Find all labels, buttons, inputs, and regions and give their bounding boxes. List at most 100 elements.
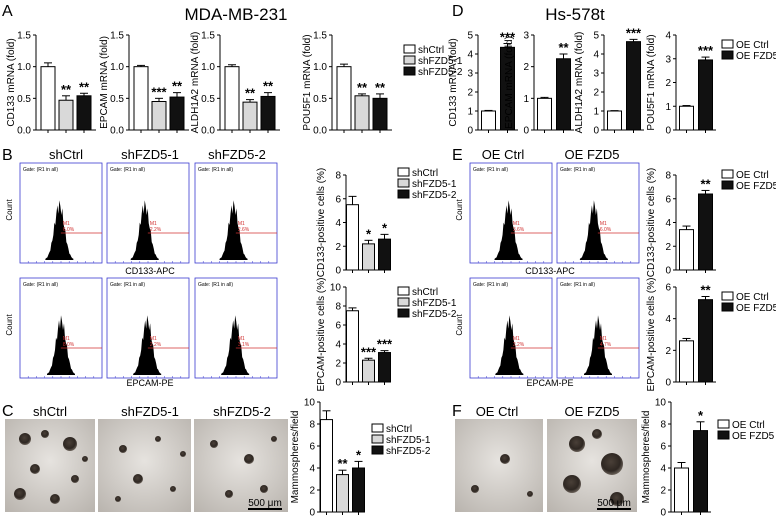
bar-chart-E2: 0 2 4 6 EPCAM-positive cells (%) ** OE CtrlOE … bbox=[646, 278, 776, 392]
y-tick-label-A4: 0.5 bbox=[313, 94, 327, 105]
flow-marker-label: M1 bbox=[600, 336, 607, 342]
flow-marker-label: M1 bbox=[63, 336, 70, 342]
flow-B-bottom-1: Gate: (R1 in all) M18.0% bbox=[19, 277, 103, 379]
scale-bar-label: 500 μm bbox=[597, 498, 631, 509]
y-tick-label-E1: 2 bbox=[665, 242, 671, 253]
y-axis-label-A1: CD133 mRNA (fold) bbox=[6, 38, 17, 126]
flow-marker-label: M1 bbox=[600, 221, 607, 227]
panel-title-D: Hs-578t bbox=[545, 5, 605, 24]
bar-A1-1 bbox=[40, 66, 56, 131]
y-tick-label-D1: 1 bbox=[467, 107, 473, 118]
y-tick-label-F1: 10 bbox=[655, 398, 667, 409]
significance-D3-2: *** bbox=[626, 25, 642, 40]
flow-B-top-2: Gate: (R1 in all) M12.2% bbox=[106, 162, 190, 264]
mammosphere bbox=[244, 454, 254, 464]
y-tick-label-D2: 2 bbox=[523, 62, 529, 73]
y-tick-label-D3: 5 bbox=[593, 31, 599, 42]
y-axis-label-E2: EPCAM-positive cells (%) bbox=[646, 278, 657, 392]
bar-A1-3 bbox=[76, 95, 92, 131]
flow-histogram bbox=[219, 200, 248, 260]
flow-E-top-1: Gate: (R1 in all) M13.6% bbox=[469, 162, 553, 264]
legend-swatch-E2-1 bbox=[721, 291, 734, 301]
y-tick-label-A1: 0.0 bbox=[17, 126, 31, 137]
bar-A4-3 bbox=[372, 97, 388, 131]
flow-E-bottom-2: Gate: (R1 in all) M14.7% bbox=[556, 277, 640, 379]
mammosphere bbox=[592, 429, 602, 439]
y-axis-label-A3: ALDH1A2 mRNA (fold) bbox=[190, 32, 201, 134]
flow-gate-text: Gate: (R1 in all) bbox=[23, 167, 58, 173]
flow-percent-label: 3.6% bbox=[513, 227, 525, 233]
significance-F1-2: * bbox=[698, 408, 704, 423]
y-tick-label-D4: 3 bbox=[665, 54, 671, 65]
panel-title-A: MDA-MB-231 bbox=[185, 5, 288, 24]
legend-label-D4-1: OE Ctrl bbox=[736, 40, 769, 51]
mammosphere bbox=[82, 456, 88, 462]
panel-letter-D: D bbox=[452, 3, 464, 20]
y-tick-label-B2: 10 bbox=[330, 283, 342, 294]
flow-histogram bbox=[47, 315, 75, 375]
y-tick-label-A1: 1.0 bbox=[17, 62, 31, 73]
y-axis-label-C1: Mammospheres/field bbox=[290, 411, 301, 504]
flow-marker-label: M1 bbox=[150, 221, 157, 227]
mammosphere bbox=[500, 454, 510, 464]
bar-B1-1 bbox=[346, 204, 359, 271]
y-tick-label-D1: 5 bbox=[467, 31, 473, 42]
y-tick-label-D2: 3 bbox=[523, 31, 529, 42]
flow-xlabel-B-bottom: EPCAM-PE bbox=[126, 378, 173, 388]
legend-swatch-E1-1 bbox=[721, 169, 734, 179]
y-tick-label-E2: 0 bbox=[665, 378, 671, 389]
micrographs: 500 μm 500 μm bbox=[5, 419, 637, 512]
bar-B1-2 bbox=[362, 243, 375, 271]
y-tick-label-D1: 4 bbox=[467, 50, 473, 61]
bar-E1-2 bbox=[698, 193, 713, 271]
y-tick-label-B1: 0 bbox=[335, 266, 341, 277]
legend-swatch-B1-2 bbox=[397, 178, 410, 188]
panel-letter-B: B bbox=[2, 147, 13, 164]
flow-gate-text: Gate: (R1 in all) bbox=[110, 167, 145, 173]
y-tick-label-B1: 4 bbox=[335, 218, 341, 229]
legend-swatch-A4-1 bbox=[403, 44, 416, 54]
bar-D3-2 bbox=[626, 41, 641, 131]
flow-histogram bbox=[495, 315, 524, 375]
flow-percent-label: 2.6% bbox=[238, 227, 250, 233]
y-axis-label-D4: POU5F1 mRNA (fold) bbox=[646, 34, 657, 130]
micrograph-background bbox=[455, 419, 543, 512]
y-tick-label-D1: 0 bbox=[467, 126, 473, 137]
mammosphere bbox=[601, 453, 623, 475]
flow-histogram bbox=[494, 200, 523, 260]
legend-swatch-D4-2 bbox=[721, 50, 734, 60]
y-tick-label-C1: 2 bbox=[309, 486, 315, 497]
image-header-F-1: OE Ctrl bbox=[476, 404, 519, 419]
y-tick-label-D3: 2 bbox=[593, 88, 599, 99]
bar-E1-1 bbox=[679, 229, 694, 271]
mammosphere bbox=[119, 445, 127, 453]
flow-ylabel-E-top: Count bbox=[455, 199, 464, 221]
flow-histogram bbox=[579, 200, 608, 260]
micrograph-background bbox=[98, 419, 191, 512]
significance-E1-2: ** bbox=[700, 176, 711, 191]
mammosphere bbox=[50, 494, 60, 504]
legend-label-E2-1: OE Ctrl bbox=[736, 292, 769, 303]
bar-E2-1 bbox=[679, 340, 694, 383]
flow-histogram bbox=[221, 315, 250, 375]
legend-swatch-B1-3 bbox=[397, 189, 410, 199]
legend-label-D4-2: OE FZD5 bbox=[736, 51, 776, 62]
y-tick-label-D3: 0 bbox=[593, 126, 599, 137]
bar-D3-1 bbox=[607, 110, 622, 131]
flow-histogram bbox=[133, 315, 162, 375]
bar-D1-1 bbox=[481, 110, 496, 131]
flow-ylabel-B-top: Count bbox=[5, 199, 14, 221]
mammosphere bbox=[610, 492, 624, 506]
flow-percent-label: 8.0% bbox=[63, 342, 75, 348]
y-tick-label-E1: 4 bbox=[665, 218, 671, 229]
mammosphere bbox=[133, 474, 143, 484]
bar-C1-1 bbox=[320, 419, 333, 513]
bar-A3-3 bbox=[260, 95, 276, 131]
y-tick-label-E2: 2 bbox=[665, 346, 671, 357]
legend-label-C1-2: shFZD5-1 bbox=[386, 435, 431, 446]
mammosphere bbox=[170, 486, 176, 492]
